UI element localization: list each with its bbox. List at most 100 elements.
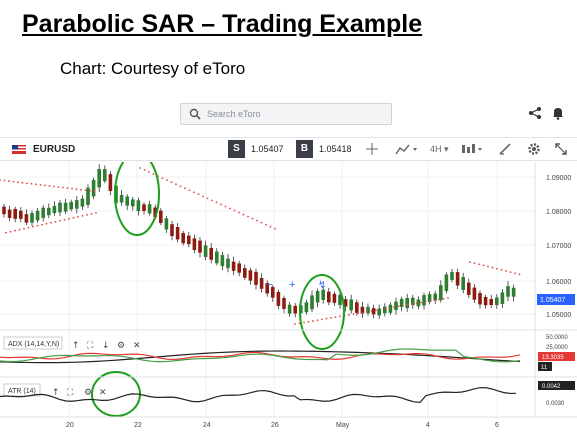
minus-icon[interactable]: −: [266, 279, 272, 291]
sar-dot: [84, 189, 87, 192]
sar-dot: [75, 188, 78, 191]
candle-body: [416, 299, 421, 307]
flag-icon: [12, 145, 26, 154]
candle-body: [41, 207, 45, 218]
sar-dot: [491, 266, 494, 269]
candle-body: [265, 283, 269, 294]
sar-dot: [27, 226, 30, 229]
panel-close-icon[interactable]: ✕: [99, 388, 107, 398]
sar-dot: [388, 307, 391, 309]
panel-close-icon[interactable]: ✕: [133, 341, 141, 351]
candle-body: [455, 272, 460, 286]
crosshair-icon[interactable]: [365, 142, 379, 156]
sar-dot: [59, 219, 61, 222]
panel-gear-icon[interactable]: ⚙: [84, 388, 92, 398]
panel-expand-icon[interactable]: ⛶: [66, 387, 74, 398]
candle-body: [136, 200, 141, 212]
candle-body: [181, 233, 185, 244]
candle-body: [24, 214, 29, 223]
sar-dot: [175, 183, 177, 186]
expand-icon[interactable]: [554, 142, 568, 156]
sar-dot: [8, 180, 10, 182]
sar-dot: [415, 302, 418, 305]
sar-dot: [406, 303, 409, 306]
move-up-icon[interactable]: ↑: [72, 341, 80, 351]
sell-button[interactable]: S: [228, 140, 245, 158]
sar-dot: [202, 195, 204, 198]
sar-dot: [89, 189, 91, 192]
sar-dot: [77, 215, 79, 218]
sar-dot: [72, 216, 75, 219]
sar-dot: [166, 179, 168, 182]
timeframe-select[interactable]: 4H ▾: [430, 144, 449, 154]
sar-dot: [330, 316, 332, 319]
candle-body: [175, 227, 180, 240]
sar-dot: [352, 313, 355, 315]
sell-price[interactable]: 1.05407: [251, 144, 284, 154]
candle-body: [108, 174, 113, 192]
instrument-symbol[interactable]: EURUSD: [33, 144, 76, 155]
date-tick: 26: [271, 422, 279, 429]
candle-body: [187, 235, 191, 245]
search-placeholder: Search eToro: [207, 109, 261, 119]
candle-body: [405, 298, 409, 309]
move-up-icon[interactable]: ↑: [52, 388, 60, 398]
sar-dot: [143, 169, 146, 171]
candle-body: [276, 291, 281, 306]
buy-price[interactable]: 1.05418: [319, 144, 352, 154]
sar-dot: [32, 225, 34, 228]
search-bar[interactable]: Search eToro: [180, 103, 392, 125]
sar-dot: [361, 311, 364, 314]
sar-dot: [139, 167, 141, 169]
panel-expand-icon[interactable]: ⛶: [86, 340, 94, 351]
candlesticks: [2, 164, 516, 319]
indicator-icon[interactable]: [460, 142, 484, 156]
plus-icon[interactable]: +: [289, 279, 295, 291]
sar-dot: [260, 221, 263, 224]
move-down-icon[interactable]: ↓: [102, 341, 110, 351]
sar-dot: [50, 221, 52, 224]
candle-body: [422, 295, 426, 306]
candle-body: [383, 306, 387, 314]
sar-dot: [514, 272, 516, 275]
draw-icon[interactable]: [498, 142, 512, 156]
gear-icon[interactable]: [527, 142, 541, 156]
sar-dot: [5, 231, 7, 234]
sar-dot: [41, 223, 43, 226]
candle-body: [209, 247, 213, 260]
sar-dot: [66, 187, 69, 189]
panel-gear-icon[interactable]: ⚙: [117, 341, 125, 351]
candle-body: [226, 258, 230, 269]
sar-dot: [411, 303, 413, 306]
price-chart[interactable]: − + ↯ 1.09000 1.08000 1.07000 1.06000 1.…: [0, 162, 577, 433]
candle-body: [506, 286, 510, 297]
buy-button[interactable]: B: [296, 140, 313, 158]
alert-icon[interactable]: ↯: [318, 280, 326, 291]
candle-body: [13, 208, 17, 219]
sar-dot: [224, 205, 227, 208]
candle-body: [237, 263, 241, 273]
sar-dot: [26, 182, 28, 185]
sar-dot: [193, 191, 195, 194]
sar-dot: [482, 264, 485, 267]
sar-dot: [429, 300, 431, 302]
bell-icon[interactable]: [551, 106, 565, 120]
candle-body: [282, 298, 286, 309]
candle-body: [35, 210, 40, 221]
candle-body: [433, 293, 437, 301]
share-icon[interactable]: [528, 106, 542, 120]
candle-body: [248, 270, 253, 281]
candle-body: [97, 169, 101, 188]
candle-body: [86, 187, 90, 206]
candle-body: [30, 213, 34, 223]
sar-dot: [35, 183, 37, 186]
atr-value-badge: [538, 381, 575, 390]
candle-body: [153, 207, 157, 218]
atr-tick: 0.0030: [546, 401, 565, 407]
candle-body: [343, 299, 348, 307]
price-tick: 1.07000: [546, 243, 571, 250]
date-tick: 4: [426, 422, 430, 429]
chart-type-icon[interactable]: [395, 142, 419, 156]
candle-body: [192, 238, 197, 251]
sar-dot: [447, 297, 449, 299]
